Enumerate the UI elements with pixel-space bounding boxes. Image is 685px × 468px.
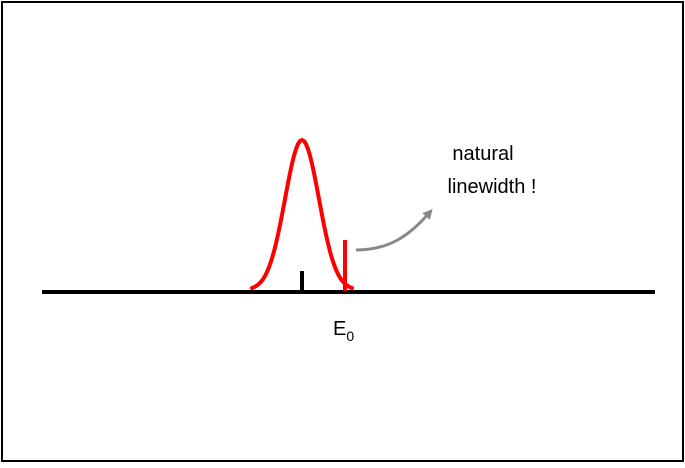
axis-label-symbol: E	[333, 318, 346, 340]
arrow	[355, 208, 433, 252]
axis-label-subscript: 0	[346, 328, 354, 344]
annotation-line: natural	[452, 143, 513, 165]
annotation-line: linewidth !	[448, 176, 537, 198]
axis-label: E0	[333, 318, 354, 344]
broad-line-profile	[250, 137, 354, 290]
